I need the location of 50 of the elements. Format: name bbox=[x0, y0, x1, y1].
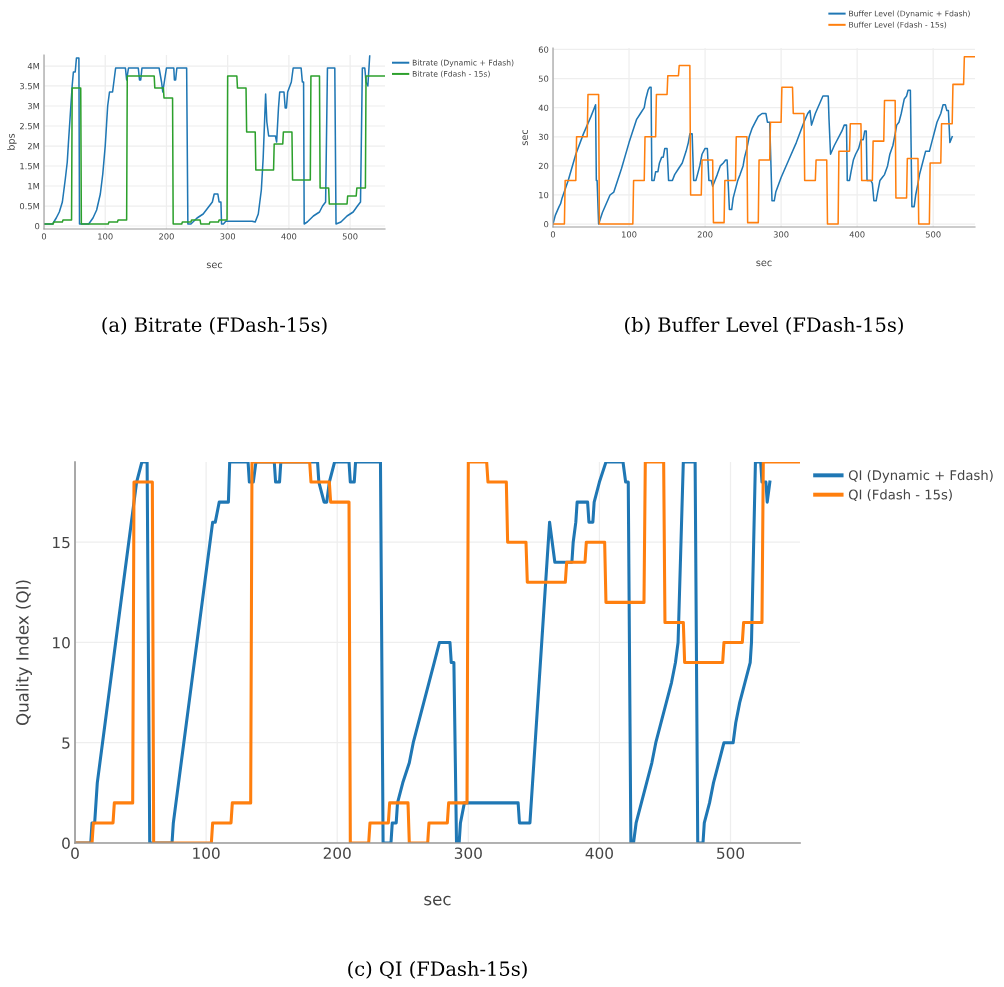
x-tick-label: 300 bbox=[773, 231, 789, 238]
text: (a) Bitrate (FDash-15s) bbox=[102, 317, 327, 335]
x-tick-label: 100 bbox=[98, 233, 113, 240]
x-tick-label: 200 bbox=[159, 233, 174, 240]
x-tick-label: 500 bbox=[717, 847, 745, 859]
x-tick-label: 400 bbox=[585, 847, 613, 859]
y-tick-label: 3M bbox=[27, 102, 40, 110]
y-tick-label: 0.5M bbox=[19, 202, 40, 210]
x-tick-label: 200 bbox=[697, 231, 713, 238]
y-tick-label: 2.5M bbox=[20, 122, 40, 130]
line-series bbox=[553, 86, 953, 225]
y-tick-label: 40 bbox=[538, 104, 549, 111]
x-tick-label: 400 bbox=[281, 233, 297, 240]
x-tick-label: 500 bbox=[925, 231, 941, 238]
y-tick-label: 2M bbox=[27, 142, 40, 150]
y-tick-label: 0 bbox=[544, 221, 549, 228]
y-tick-label: 15 bbox=[53, 536, 70, 549]
y-tick-label: 30 bbox=[538, 133, 549, 141]
y-tick-label: 1M bbox=[28, 183, 40, 190]
legend-label: QI (Fdash - 15s) bbox=[848, 489, 952, 502]
x-tick-label: 0 bbox=[550, 231, 556, 238]
x-axis-title: sec bbox=[756, 260, 772, 267]
x-tick-label: 100 bbox=[193, 847, 220, 859]
text: (c) QI (FDash-15s) bbox=[348, 961, 527, 979]
y-tick-label: 1.5M bbox=[20, 163, 40, 170]
x-tick-label: 100 bbox=[622, 231, 637, 238]
x-tick-label: 200 bbox=[323, 847, 351, 859]
x-tick-label: 0 bbox=[41, 233, 47, 240]
y-tick-label: 0 bbox=[35, 222, 40, 230]
y-tick-label: 3.5M bbox=[20, 82, 40, 90]
x-tick-label: 500 bbox=[342, 233, 358, 240]
x-tick-label: 300 bbox=[454, 847, 482, 859]
y-tick-label: 50 bbox=[538, 75, 549, 82]
x-tick-label: 300 bbox=[220, 233, 236, 240]
y-axis-title: bps bbox=[7, 133, 17, 150]
y-tick-label: 5 bbox=[62, 737, 70, 749]
x-tick-label: 400 bbox=[849, 231, 865, 238]
text: (b) Buffer Level (FDash-15s) bbox=[625, 317, 903, 335]
y-tick-label: 20 bbox=[538, 162, 549, 170]
x-tick-label: 0 bbox=[71, 847, 79, 859]
y-tick-label: 0 bbox=[62, 837, 70, 850]
x-axis-title: sec bbox=[206, 262, 223, 269]
y-axis-title: Quality Index (QI) bbox=[15, 580, 32, 726]
x-axis-title: sec bbox=[424, 895, 451, 906]
y-tick-label: 10 bbox=[539, 191, 549, 199]
legend-label: QI (Dynamic + Fdash) bbox=[848, 469, 993, 483]
y-axis-title: sec bbox=[522, 129, 529, 146]
y-tick-label: 10 bbox=[53, 636, 70, 649]
y-tick-label: 60 bbox=[538, 46, 549, 53]
y-tick-label: 4M bbox=[27, 63, 40, 70]
